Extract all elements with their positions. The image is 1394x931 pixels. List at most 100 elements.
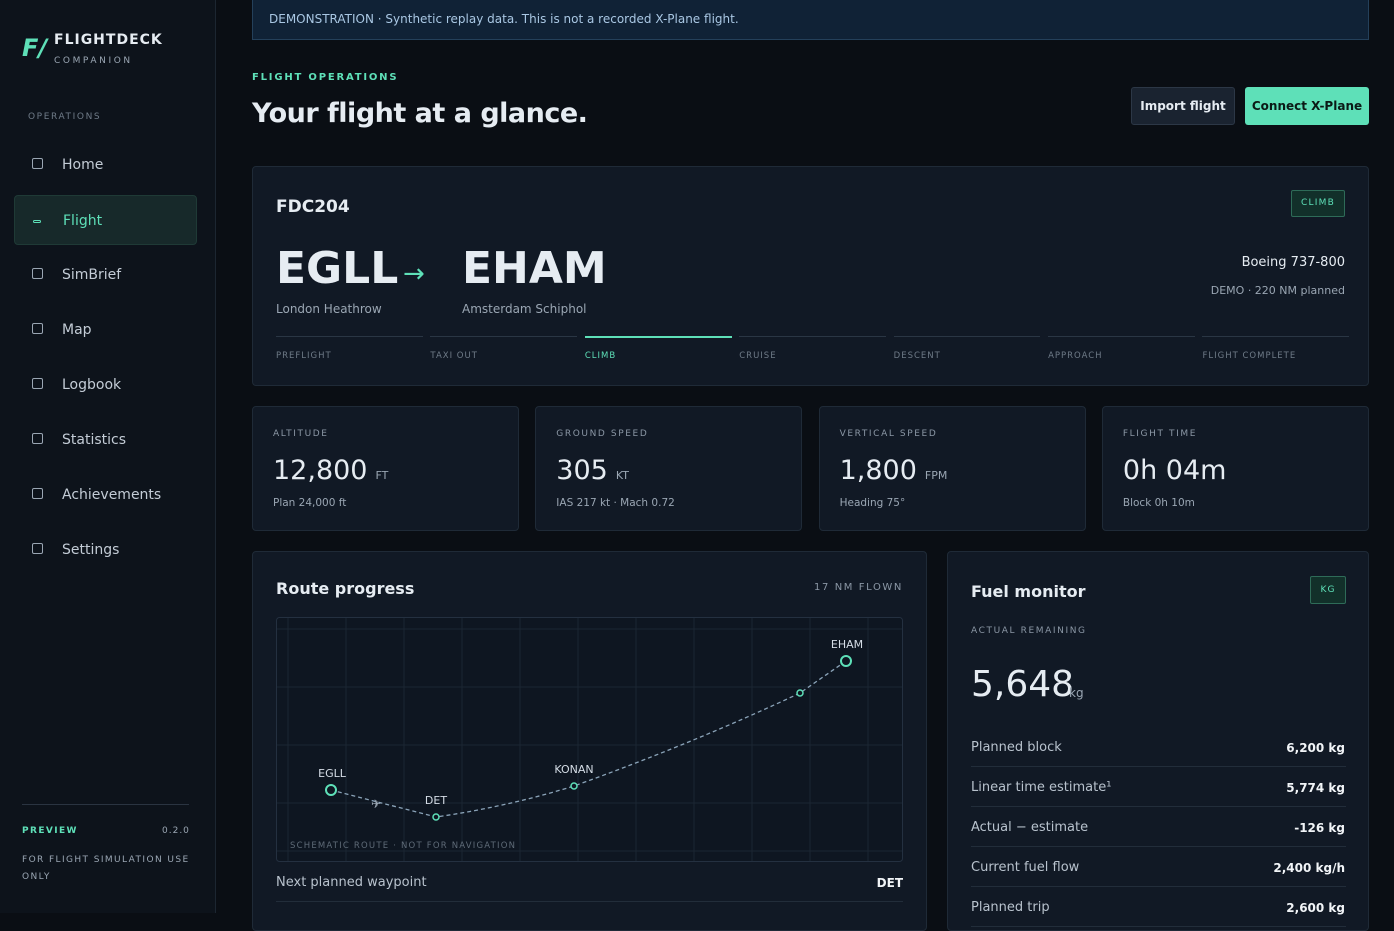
aircraft: Boeing 737-800 xyxy=(1241,255,1345,270)
fuel-unit: kg xyxy=(1069,686,1084,700)
waypoint-label: EHAM xyxy=(831,638,863,651)
stat-value: 0h 04m xyxy=(1122,455,1227,486)
nav-label: Home xyxy=(62,157,104,173)
stat-card: FLIGHT TIME 0h 04m Block 0h 10m xyxy=(1101,406,1369,531)
phase-label: TAXI OUT xyxy=(430,351,478,361)
stat-card: VERTICAL SPEED 1,800 FPM Heading 75° xyxy=(818,406,1086,531)
nav-icon xyxy=(32,158,43,169)
route-title: Route progress xyxy=(276,579,415,598)
nav-label: Achievements xyxy=(62,487,162,503)
nav-icon xyxy=(32,488,43,499)
nav-item[interactable]: Home xyxy=(14,140,197,190)
phase-bar xyxy=(584,336,732,338)
nav-label: SimBrief xyxy=(62,267,122,283)
divider xyxy=(971,766,1346,767)
destination-code: EHAM xyxy=(462,243,607,294)
nav-item[interactable]: SimBrief xyxy=(14,250,197,300)
fuel-row-value: 2,600 kg xyxy=(1286,901,1345,915)
nav-label: Settings xyxy=(62,542,120,558)
nav-item[interactable]: Map xyxy=(14,305,197,355)
map-caption: SCHEMATIC ROUTE · NOT FOR NAVIGATION xyxy=(290,841,516,851)
fuel-row-value: 5,774 kg xyxy=(1286,781,1345,795)
nav-icon xyxy=(32,433,43,444)
sidebar: F/ FLIGHTDECK COMPANION OPERATIONS PREVI… xyxy=(0,0,216,913)
map-grid xyxy=(277,618,902,861)
fuel-row-label: Linear time estimate¹ xyxy=(971,780,1112,795)
nav-item[interactable]: Logbook xyxy=(14,360,197,410)
nav-icon xyxy=(32,543,43,554)
fuel-row-value: 2,400 kg/h xyxy=(1273,861,1345,875)
divider xyxy=(22,804,189,805)
stat-label: FLIGHT TIME xyxy=(1122,429,1198,439)
stat-sub: Plan 24,000 ft xyxy=(273,497,347,509)
nav-label: Map xyxy=(62,322,92,338)
waypoint-label: KONAN xyxy=(554,763,593,776)
divider xyxy=(971,926,1346,927)
nav-label: Statistics xyxy=(62,432,126,448)
nav-item[interactable]: Achievements xyxy=(14,470,197,520)
route-row-label: Next planned waypoint xyxy=(276,875,427,890)
fuel-value: 5,648 xyxy=(971,664,1075,705)
stat-unit: FPM xyxy=(924,469,948,482)
phase-label: CRUISE xyxy=(739,351,777,361)
divider xyxy=(971,886,1346,887)
nav-icon xyxy=(32,268,43,279)
preview: PREVIEW xyxy=(22,826,78,836)
waypoint xyxy=(840,655,852,667)
origin-code: EGLL xyxy=(276,243,399,294)
waypoint xyxy=(570,782,578,790)
route-flown: 17 NM FLOWN xyxy=(814,582,903,593)
nav-section: OPERATIONS xyxy=(28,112,102,122)
fuel-row-value: -126 kg xyxy=(1294,821,1345,835)
phase-bar xyxy=(1048,336,1195,337)
callsign: FDC204 xyxy=(276,197,350,217)
fuel-row-label: Current fuel flow xyxy=(971,860,1080,875)
stat-value: 305 KT xyxy=(556,455,629,486)
brand-sub: COMPANION xyxy=(54,56,133,66)
phase-bar xyxy=(1202,336,1350,337)
stat-sub: Heading 75° xyxy=(839,497,906,509)
nav-item[interactable]: Flight xyxy=(14,195,197,245)
logo-mark: F/ xyxy=(22,34,48,62)
nav-icon xyxy=(32,323,43,334)
nav-item[interactable]: Settings xyxy=(14,525,197,575)
route-card: Route progress 17 NM FLOWN ✈ EGLL DET KO… xyxy=(252,551,927,931)
waypoint xyxy=(796,689,804,697)
stat-value: 12,800 FT xyxy=(273,455,389,486)
phase-badge: CLIMB xyxy=(1291,190,1345,217)
phase-bar xyxy=(739,336,886,337)
demo-banner: DEMONSTRATION · Synthetic replay data. T… xyxy=(252,0,1369,40)
version: 0.2.0 xyxy=(162,826,190,836)
divider xyxy=(971,846,1346,847)
stat-sub: Block 0h 10m xyxy=(1122,497,1195,509)
route-arrow: → xyxy=(403,259,425,289)
phase-bar xyxy=(276,336,423,337)
waypoint-label: EGLL xyxy=(318,767,347,780)
nav-label: Logbook xyxy=(62,377,122,393)
phase-bar xyxy=(893,336,1041,337)
phase-label: FLIGHT COMPLETE xyxy=(1202,351,1297,361)
fuel-row-value: 6,200 kg xyxy=(1286,741,1345,755)
flight-note: DEMO · 220 NM planned xyxy=(1210,284,1345,297)
stat-label: VERTICAL SPEED xyxy=(839,429,938,439)
page-title: Your flight at a glance. xyxy=(252,98,588,129)
import-button[interactable]: Import flight xyxy=(1131,87,1235,125)
fuel-title: Fuel monitor xyxy=(971,582,1086,601)
phase-label: APPROACH xyxy=(1048,351,1103,361)
stat-card: ALTITUDE 12,800 FT Plan 24,000 ft xyxy=(252,406,519,531)
phase-label: DESCENT xyxy=(893,351,941,361)
waypoint-label: DET xyxy=(425,794,447,807)
divider xyxy=(276,901,903,902)
nav-item[interactable]: Statistics xyxy=(14,415,197,465)
fuel-label: ACTUAL REMAINING xyxy=(971,626,1087,636)
footer: FOR FLIGHT SIMULATION USE ONLY xyxy=(22,855,190,882)
aircraft-icon: ✈ xyxy=(371,797,381,811)
connect-button[interactable]: Connect X-Plane xyxy=(1245,87,1369,125)
flight-card: FDC204 CLIMB EGLL London Heathrow → EHAM… xyxy=(252,166,1369,386)
fuel-row-label: Actual − estimate xyxy=(971,820,1089,835)
divider xyxy=(971,806,1346,807)
nav-label: Flight xyxy=(63,213,103,229)
phase-bar xyxy=(430,336,578,337)
destination-name: Amsterdam Schiphol xyxy=(462,302,587,316)
